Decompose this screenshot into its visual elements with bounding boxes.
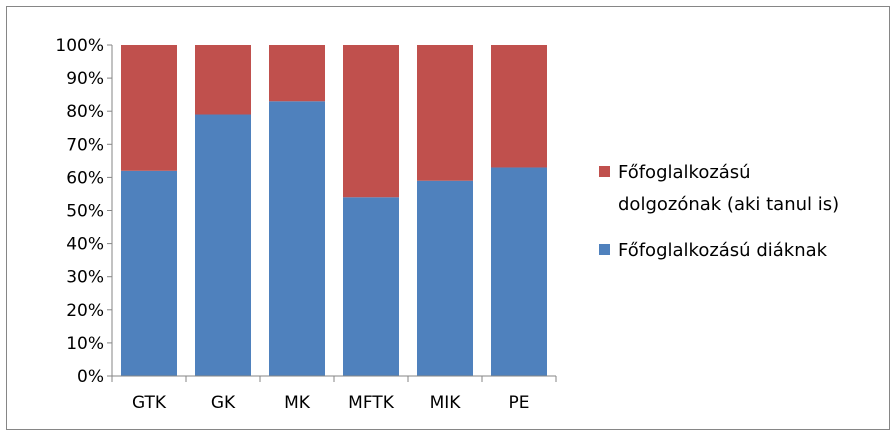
x-tick-label: MIK <box>430 393 462 413</box>
y-tick-label: 40% <box>66 235 104 255</box>
bar-segment-mik-student <box>417 180 473 376</box>
bar-segment-mftk-worker <box>343 45 399 198</box>
y-tick-label: 0% <box>77 367 104 387</box>
bar-segment-mik-worker <box>417 45 473 181</box>
legend-label-worker-line1: Főfoglalkozású <box>618 162 751 183</box>
bar-segment-mk-worker <box>269 45 325 102</box>
y-tick-label: 90% <box>66 69 104 89</box>
y-tick-label: 100% <box>55 36 104 56</box>
y-tick-label: 50% <box>66 202 104 222</box>
x-tick-label: PE <box>509 393 530 413</box>
bar-segment-mk-student <box>269 101 325 377</box>
bar-segment-mftk-student <box>343 197 399 376</box>
bars <box>121 45 547 377</box>
legend-swatch-student <box>599 244 610 255</box>
bar-segment-gk-worker <box>195 45 251 115</box>
x-axis-tick-labels: GTK GK MK MFTK MIK PE <box>132 393 530 413</box>
x-tick-label: GK <box>211 393 236 413</box>
y-tick-label: 30% <box>66 268 104 288</box>
x-tick-label: MK <box>284 393 311 413</box>
bar-segment-pe-student <box>491 167 547 376</box>
bar-segment-gk-student <box>195 114 251 376</box>
y-tick-label: 70% <box>66 135 104 155</box>
legend-label-student: Főfoglalkozású diáknak <box>618 240 828 261</box>
x-tick-label: GTK <box>132 393 167 413</box>
legend-label-worker-line2: dolgozónak (aki tanul is) <box>618 194 839 215</box>
bar-segment-gtk-student <box>121 170 177 376</box>
bar-segment-gtk-worker <box>121 45 177 171</box>
axes <box>107 44 557 382</box>
y-tick-label: 60% <box>66 168 104 188</box>
y-tick-label: 80% <box>66 102 104 122</box>
y-tick-label: 10% <box>66 334 104 354</box>
legend: Főfoglalkozású dolgozónak (aki tanul is)… <box>599 162 839 261</box>
x-tick-label: MFTK <box>348 393 395 413</box>
legend-swatch-worker <box>599 166 610 177</box>
y-tick-label: 20% <box>66 301 104 321</box>
bar-segment-pe-worker <box>491 45 547 168</box>
y-axis-tick-labels: 0% 10% 20% 30% 40% 50% 60% 70% 80% 90% 100% <box>55 36 104 387</box>
